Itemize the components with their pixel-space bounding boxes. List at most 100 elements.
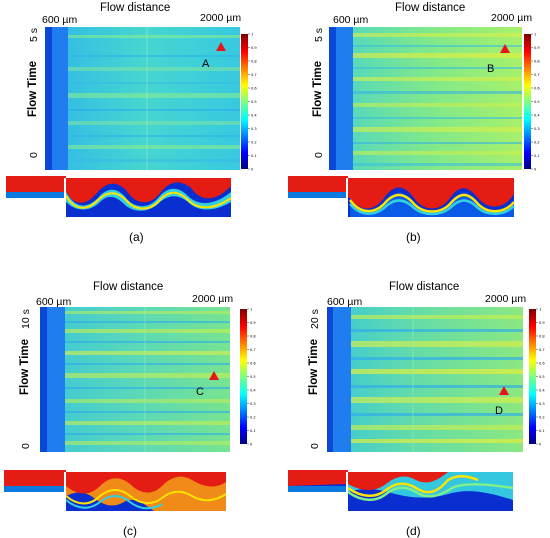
colorbar-tick-label: 0.1 <box>251 154 257 158</box>
start-distance-label: 600 µm <box>327 296 363 308</box>
colorbar-tick-label: 0.1 <box>539 429 545 433</box>
y-axis-label: Flow Time <box>312 60 324 117</box>
end-distance-label: 2000 µm <box>491 12 533 24</box>
colorbar-tick-label: 0.4 <box>534 113 540 117</box>
colorbar-tick-label: 0.6 <box>534 86 540 90</box>
colorbar-tick-label: 0 <box>534 167 537 171</box>
colorbar-tick-label: 0.9 <box>251 46 257 50</box>
time-label: 5 s <box>313 27 325 42</box>
caption: (c) <box>123 524 137 538</box>
colorbar-tick-label: 0 <box>539 442 542 446</box>
zero-label: 0 <box>20 443 32 449</box>
heatmap <box>329 27 522 170</box>
caption: (a) <box>129 230 144 244</box>
colorbar-tick-label: 0 <box>251 167 254 171</box>
marker-triangle <box>499 386 509 395</box>
colorbar-tick-label: 0.3 <box>251 127 257 131</box>
colorbar-tick-label: 0.5 <box>251 100 257 104</box>
channel-flow-snapshot <box>288 466 514 511</box>
end-distance-label: 2000 µm <box>192 293 234 305</box>
colorbar-tick-label: 0.7 <box>251 73 257 77</box>
zero-label: 0 <box>28 152 40 158</box>
colorbar-tick-label: 0.5 <box>250 375 256 379</box>
colorbar-tick-label: 1 <box>539 307 541 311</box>
start-distance-label: 600 µm <box>36 296 72 308</box>
channel-flow-snapshot <box>288 172 515 217</box>
colorbar-tick-label: 1 <box>251 32 253 36</box>
caption: (d) <box>406 524 421 538</box>
channel-flow-snapshot <box>4 466 227 511</box>
panel-a: Flow distance 600 µm 2000 µm 5 s Flow Ti… <box>0 0 275 268</box>
point-label: B <box>487 63 495 75</box>
y-axis-label: Flow Time <box>19 338 31 395</box>
colorbar-ticks: 1 0.9 0.8 0.7 0.6 0.5 0.4 0.3 0.2 0.1 0 <box>531 32 540 171</box>
y-axis-label: Flow Time <box>308 338 320 395</box>
time-label: 20 s <box>309 309 321 329</box>
start-distance-label: 600 µm <box>42 14 78 26</box>
colorbar-tick-label: 1 <box>250 307 252 311</box>
colorbar-ticks: 1 0.9 0.8 0.7 0.6 0.5 0.4 0.3 0.2 0.1 0 <box>536 307 545 446</box>
channel-flow-snapshot <box>6 172 232 217</box>
colorbar-tick-label: 0.3 <box>534 127 540 131</box>
colorbar-tick-label: 0.7 <box>539 348 545 352</box>
colorbar: 1 0.9 0.8 0.7 0.6 0.5 0.4 0.3 0.2 0.1 0 <box>241 32 257 171</box>
zero-label: 0 <box>313 152 325 158</box>
panel-title: Flow distance <box>395 2 466 14</box>
colorbar-tick-label: 0.2 <box>534 140 540 144</box>
colorbar-tick-label: 0.6 <box>250 361 256 365</box>
colorbar-tick-label: 0.8 <box>534 59 540 63</box>
colorbar-tick-label: 0.2 <box>539 415 545 419</box>
colorbar: 1 0.9 0.8 0.7 0.6 0.5 0.4 0.3 0.2 0.1 0 <box>240 307 256 446</box>
time-label: 10 s <box>20 309 32 329</box>
panel-c: Flow distance 600 µm 2000 µm 10 s Flow T… <box>0 269 275 538</box>
marker-triangle <box>209 371 219 380</box>
colorbar-tick-label: 0.1 <box>250 429 256 433</box>
colorbar: 1 0.9 0.8 0.7 0.6 0.5 0.4 0.3 0.2 0.1 0 <box>524 32 540 171</box>
colorbar-tick-label: 0.7 <box>534 73 540 77</box>
colorbar: 1 0.9 0.8 0.7 0.6 0.5 0.4 0.3 0.2 0.1 0 <box>529 307 545 446</box>
panel-title: Flow distance <box>93 281 164 293</box>
caption: (b) <box>406 230 421 244</box>
colorbar-ticks: 1 0.9 0.8 0.7 0.6 0.5 0.4 0.3 0.2 0.1 0 <box>247 307 256 446</box>
y-axis-label: Flow Time <box>27 60 39 117</box>
start-distance-label: 600 µm <box>333 14 369 26</box>
point-label: D <box>495 405 503 417</box>
heatmap <box>327 307 523 452</box>
colorbar-tick-label: 0.6 <box>539 361 545 365</box>
marker-triangle <box>500 44 510 53</box>
end-distance-label: 2000 µm <box>200 12 242 24</box>
colorbar-tick-label: 0.3 <box>250 402 256 406</box>
panel-title: Flow distance <box>100 2 171 14</box>
colorbar-tick-label: 0.9 <box>534 46 540 50</box>
panel-b: Flow distance 600 µm 2000 µm 5 s Flow Ti… <box>275 0 550 268</box>
colorbar-tick-label: 0.5 <box>539 375 545 379</box>
colorbar-tick-label: 0.1 <box>534 154 540 158</box>
colorbar-ticks: 1 0.9 0.8 0.7 0.6 0.5 0.4 0.3 0.2 0.1 0 <box>248 32 257 171</box>
heatmap <box>45 27 240 170</box>
colorbar-tick-label: 0.8 <box>251 59 257 63</box>
colorbar-tick-label: 0.3 <box>539 402 545 406</box>
colorbar-tick-label: 0.6 <box>251 86 257 90</box>
colorbar-tick-label: 0.9 <box>250 321 256 325</box>
colorbar-tick-label: 0.5 <box>534 100 540 104</box>
colorbar-tick-label: 1 <box>534 32 536 36</box>
end-distance-label: 2000 µm <box>485 293 527 305</box>
zero-label: 0 <box>309 443 321 449</box>
colorbar-tick-label: 0.4 <box>250 388 256 392</box>
colorbar-tick-label: 0.7 <box>250 348 256 352</box>
colorbar-tick-label: 0.8 <box>250 334 256 338</box>
colorbar-tick-label: 0.9 <box>539 321 545 325</box>
heatmap <box>40 307 230 452</box>
marker-triangle <box>216 42 226 51</box>
point-label: A <box>202 58 210 70</box>
colorbar-tick-label: 0.4 <box>539 388 545 392</box>
panel-title: Flow distance <box>389 281 460 293</box>
colorbar-tick-label: 0.8 <box>539 334 545 338</box>
colorbar-tick-label: 0.4 <box>251 113 257 117</box>
colorbar-tick-label: 0.2 <box>251 140 257 144</box>
panel-d: Flow distance 600 µm 2000 µm 20 s Flow T… <box>275 269 550 538</box>
time-label: 5 s <box>28 27 40 42</box>
colorbar-tick-label: 0.2 <box>250 415 256 419</box>
colorbar-tick-label: 0 <box>250 442 253 446</box>
point-label: C <box>196 386 204 398</box>
